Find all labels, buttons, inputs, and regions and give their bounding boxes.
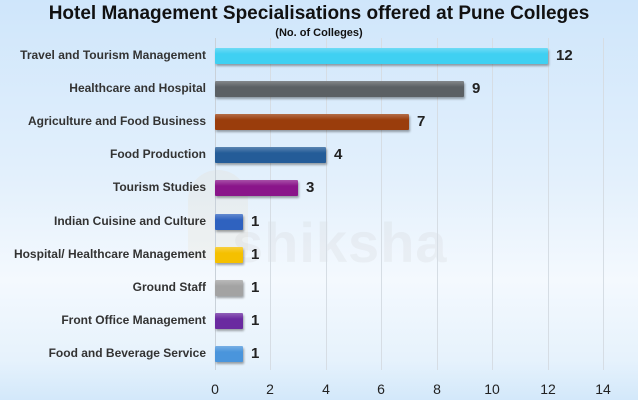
value-label: 1 [251,278,260,296]
bar[interactable] [215,114,409,131]
value-label: 1 [251,212,260,230]
x-tick-label: 6 [377,381,385,397]
x-tick-label: 4 [322,381,330,397]
category-label: Agriculture and Food Business [27,114,206,129]
category-label: Indian Cuisine and Culture [53,213,206,228]
value-label: 1 [251,245,260,263]
gridline [603,38,604,370]
x-tick-label: 10 [484,381,500,397]
chart-subtitle: (No. of Colleges) [275,27,363,39]
x-tick-label: 8 [433,381,441,397]
bar[interactable] [215,147,326,164]
category-label: Hospital/ Healthcare Management [13,246,206,261]
gridline [326,38,327,370]
value-label: 3 [306,179,315,197]
bar[interactable] [215,180,298,197]
value-label: 1 [251,311,260,329]
bar[interactable] [215,48,548,64]
gridline [437,38,438,370]
value-label: 9 [472,80,481,98]
bar[interactable] [215,345,243,362]
gridline [381,38,382,370]
x-tick-label: 2 [266,381,274,397]
gridline [270,38,271,370]
bar[interactable] [215,246,243,263]
category-label: Front Office Management [61,312,206,327]
x-tick-label: 14 [595,381,611,397]
value-label: 7 [417,113,426,131]
category-label: Ground Staff [132,279,206,294]
bar[interactable] [215,312,243,329]
chart-title: Hotel Management Specialisations offered… [48,3,590,24]
x-tick-label: 0 [211,381,219,397]
category-label: Travel and Tourism Management [20,48,206,62]
value-label: 1 [251,344,260,362]
gridline [492,38,493,370]
value-label: 12 [556,47,573,64]
bar[interactable] [215,279,243,296]
x-tick-label: 12 [540,381,556,397]
category-label: Food Production [110,147,206,162]
gridline [548,38,549,370]
category-label: Food and Beverage Service [48,345,206,360]
bar[interactable] [215,213,243,230]
bar[interactable] [215,81,464,98]
value-label: 4 [334,146,343,164]
category-label: Tourism Studies [112,180,206,195]
category-label: Healthcare and Hospital [69,81,206,96]
y-axis-line [215,38,216,370]
watermark: shiksha [232,211,448,274]
